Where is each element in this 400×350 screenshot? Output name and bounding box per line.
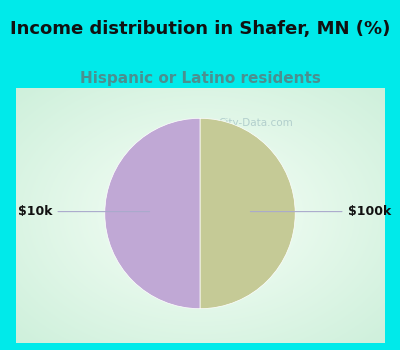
- Text: $100k: $100k: [250, 205, 391, 218]
- Wedge shape: [105, 118, 200, 309]
- Text: Income distribution in Shafer, MN (%): Income distribution in Shafer, MN (%): [10, 20, 390, 38]
- Text: $10k: $10k: [18, 205, 150, 218]
- Text: City-Data.com: City-Data.com: [218, 118, 293, 128]
- Text: Hispanic or Latino residents: Hispanic or Latino residents: [80, 71, 320, 86]
- Wedge shape: [200, 118, 295, 309]
